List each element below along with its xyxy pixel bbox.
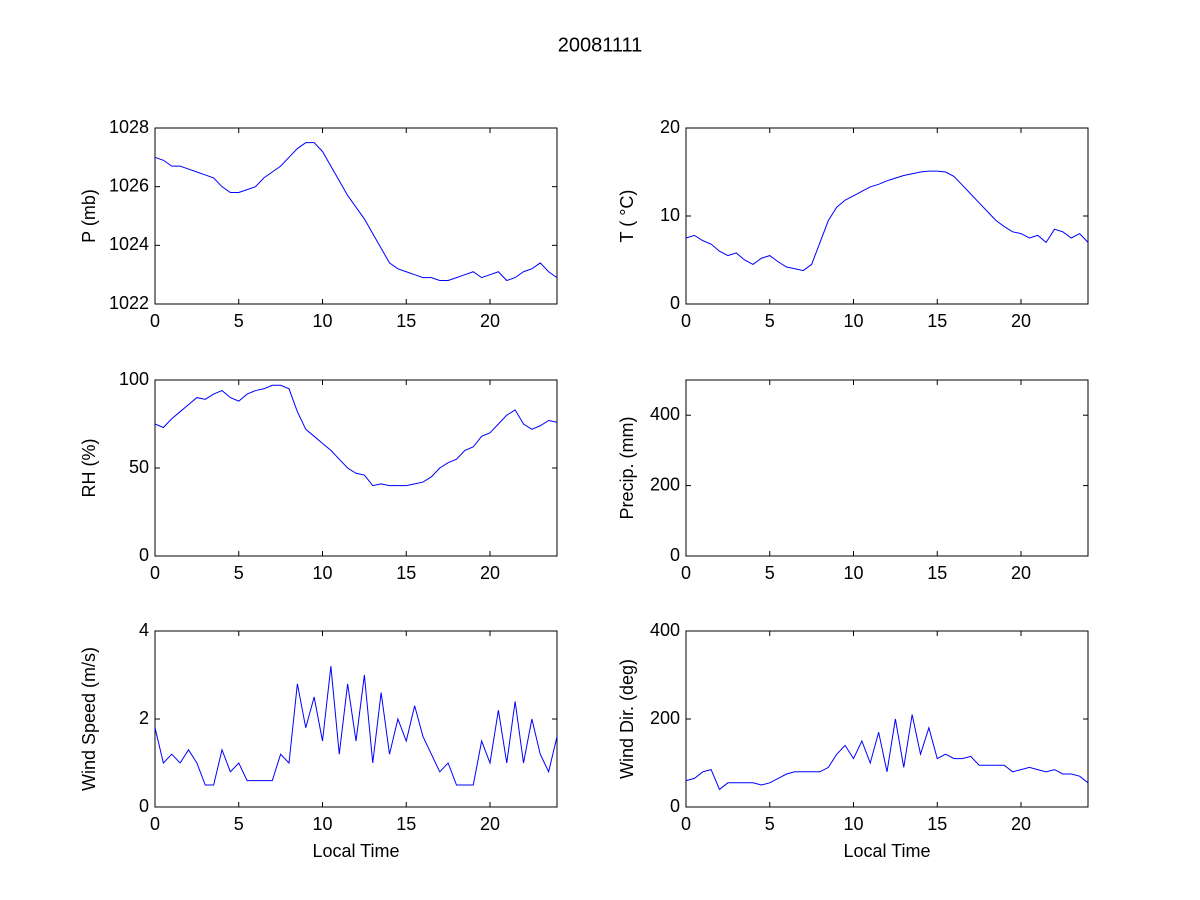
- x-tick-label: 15: [396, 563, 416, 583]
- y-tick-label: 4: [139, 620, 149, 640]
- y-tick-label: 2: [139, 708, 149, 728]
- y-axis-label: Wind Dir. (deg): [617, 659, 637, 779]
- figure-title: 20081111: [558, 34, 643, 56]
- y-axis-label: T ( °C): [617, 190, 637, 243]
- x-tick-label: 10: [843, 814, 863, 834]
- y-tick-label: 10: [660, 205, 680, 225]
- y-tick-label: 0: [139, 545, 149, 565]
- y-tick-label: 1022: [109, 293, 149, 313]
- y-axis-label: P (mb): [79, 189, 99, 243]
- x-tick-label: 10: [312, 311, 332, 331]
- x-axis-label: Local Time: [312, 841, 399, 861]
- x-tick-label: 20: [480, 563, 500, 583]
- x-axis-label: Local Time: [843, 841, 930, 861]
- data-line: [154, 666, 558, 786]
- x-tick-label: 20: [480, 311, 500, 331]
- y-tick-label: 400: [650, 404, 680, 424]
- axes-frame: [154, 379, 558, 557]
- y-tick-label: 200: [650, 474, 680, 494]
- data-line: [685, 714, 1089, 791]
- x-tick-label: 0: [681, 814, 691, 834]
- x-tick-label: 10: [312, 563, 332, 583]
- x-tick-label: 10: [843, 311, 863, 331]
- x-tick-label: 20: [1011, 563, 1031, 583]
- y-tick-label: 0: [670, 545, 680, 565]
- x-tick-label: 10: [312, 814, 332, 834]
- axes-frame: [154, 127, 558, 305]
- x-tick-label: 5: [765, 814, 775, 834]
- y-axis-label: RH (%): [79, 439, 99, 498]
- x-tick-label: 0: [681, 311, 691, 331]
- y-tick-label: 0: [670, 796, 680, 816]
- axes-frame: [685, 379, 1089, 557]
- x-tick-label: 15: [927, 563, 947, 583]
- x-tick-label: 5: [234, 563, 244, 583]
- x-tick-label: 20: [480, 814, 500, 834]
- x-tick-label: 0: [150, 814, 160, 834]
- y-tick-label: 100: [119, 369, 149, 389]
- axes-frame: [154, 630, 558, 808]
- y-tick-label: 0: [670, 293, 680, 313]
- axes-frame: [685, 127, 1089, 305]
- x-tick-label: 15: [927, 311, 947, 331]
- x-tick-label: 10: [843, 563, 863, 583]
- x-tick-label: 0: [150, 311, 160, 331]
- x-tick-label: 20: [1011, 311, 1031, 331]
- x-tick-label: 20: [1011, 814, 1031, 834]
- axes-frame: [685, 630, 1089, 808]
- y-tick-label: 1028: [109, 117, 149, 137]
- y-tick-label: 1026: [109, 175, 149, 195]
- x-tick-label: 5: [234, 814, 244, 834]
- y-tick-label: 200: [650, 708, 680, 728]
- x-tick-label: 5: [234, 311, 244, 331]
- y-axis-label: Precip. (mm): [617, 417, 637, 520]
- x-tick-label: 0: [681, 563, 691, 583]
- y-tick-label: 1024: [109, 234, 149, 254]
- data-line: [154, 384, 558, 487]
- x-tick-label: 5: [765, 311, 775, 331]
- x-tick-label: 5: [765, 563, 775, 583]
- y-tick-label: 0: [139, 796, 149, 816]
- y-axis-label: Wind Speed (m/s): [79, 647, 99, 791]
- x-tick-label: 15: [927, 814, 947, 834]
- x-tick-label: 15: [396, 814, 416, 834]
- data-line: [685, 170, 1089, 272]
- y-tick-label: 20: [660, 117, 680, 137]
- x-tick-label: 0: [150, 563, 160, 583]
- y-tick-label: 50: [129, 457, 149, 477]
- y-tick-label: 400: [650, 620, 680, 640]
- data-line: [154, 142, 558, 282]
- x-tick-label: 15: [396, 311, 416, 331]
